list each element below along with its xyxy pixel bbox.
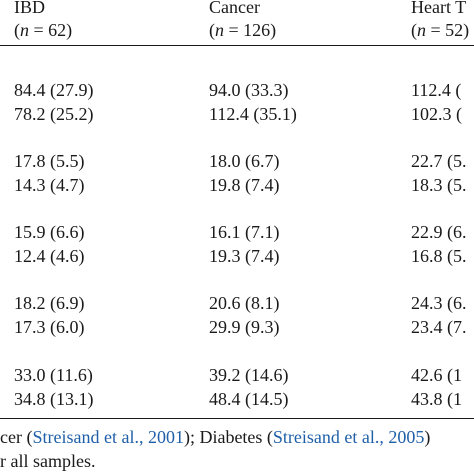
table-cell: 17.3 (6.0) — [14, 317, 85, 337]
table-cell: 14.3 (4.7) — [14, 175, 85, 195]
header-heart: Heart T — [411, 0, 467, 17]
table-cell: 84.4 (27.9) — [14, 80, 94, 100]
table-cell: 18.3 (5. — [411, 175, 467, 195]
header-heart-n: (n = 52) — [411, 20, 470, 40]
table-cell: 102.3 ( — [411, 104, 462, 124]
header-ibd-n: (n = 62) — [14, 20, 73, 40]
table-cell: 112.4 (35.1) — [209, 104, 297, 124]
table-cell: 16.8 (5. — [411, 246, 467, 266]
table-cell: 39.2 (14.6) — [209, 365, 289, 385]
header-cancer-n: (n = 126) — [209, 20, 277, 40]
citation-link[interactable]: Streisand et al., 2005 — [272, 427, 425, 447]
table-cell: 17.8 (5.5) — [14, 151, 85, 171]
citation-link[interactable]: Streisand et al., 2001 — [32, 427, 184, 447]
table-cell: 19.3 (7.4) — [209, 246, 280, 266]
table-cell: 12.4 (4.6) — [14, 246, 85, 266]
footnote-line-1: cer (Streisand et al., 2001); Diabetes (… — [0, 427, 431, 447]
table-cell: 78.2 (25.2) — [14, 104, 94, 124]
header-ibd: IBD — [14, 0, 45, 17]
table-cell: 43.8 (1 — [411, 389, 462, 409]
table-cell: 22.9 (6. — [411, 222, 467, 242]
table-cell: 16.1 (7.1) — [209, 222, 280, 242]
table-cell: 18.2 (6.9) — [14, 293, 85, 313]
table-cell: 23.4 (7. — [411, 317, 467, 337]
table-cell: 112.4 ( — [411, 80, 462, 100]
table-cell: 34.8 (13.1) — [14, 389, 94, 409]
table-cell: 22.7 (5. — [411, 151, 467, 171]
table-cell: 20.6 (8.1) — [209, 293, 280, 313]
table-cell: 19.8 (7.4) — [209, 175, 280, 195]
table-cell: 24.3 (6. — [411, 293, 467, 313]
table-cell: 29.9 (9.3) — [209, 317, 280, 337]
table-cell: 33.0 (11.6) — [14, 365, 93, 385]
table-cell: 15.9 (6.6) — [14, 222, 85, 242]
header-cancer: Cancer — [209, 0, 260, 17]
table-cell: 42.6 (1 — [411, 365, 462, 385]
table-cell: 48.4 (14.5) — [209, 389, 289, 409]
table-cell: 94.0 (33.3) — [209, 80, 289, 100]
table-cell: 18.0 (6.7) — [209, 151, 280, 171]
bottom-rule — [0, 418, 474, 420]
footnote-line-2: r all samples. — [0, 451, 96, 471]
header-rule — [0, 45, 474, 47]
